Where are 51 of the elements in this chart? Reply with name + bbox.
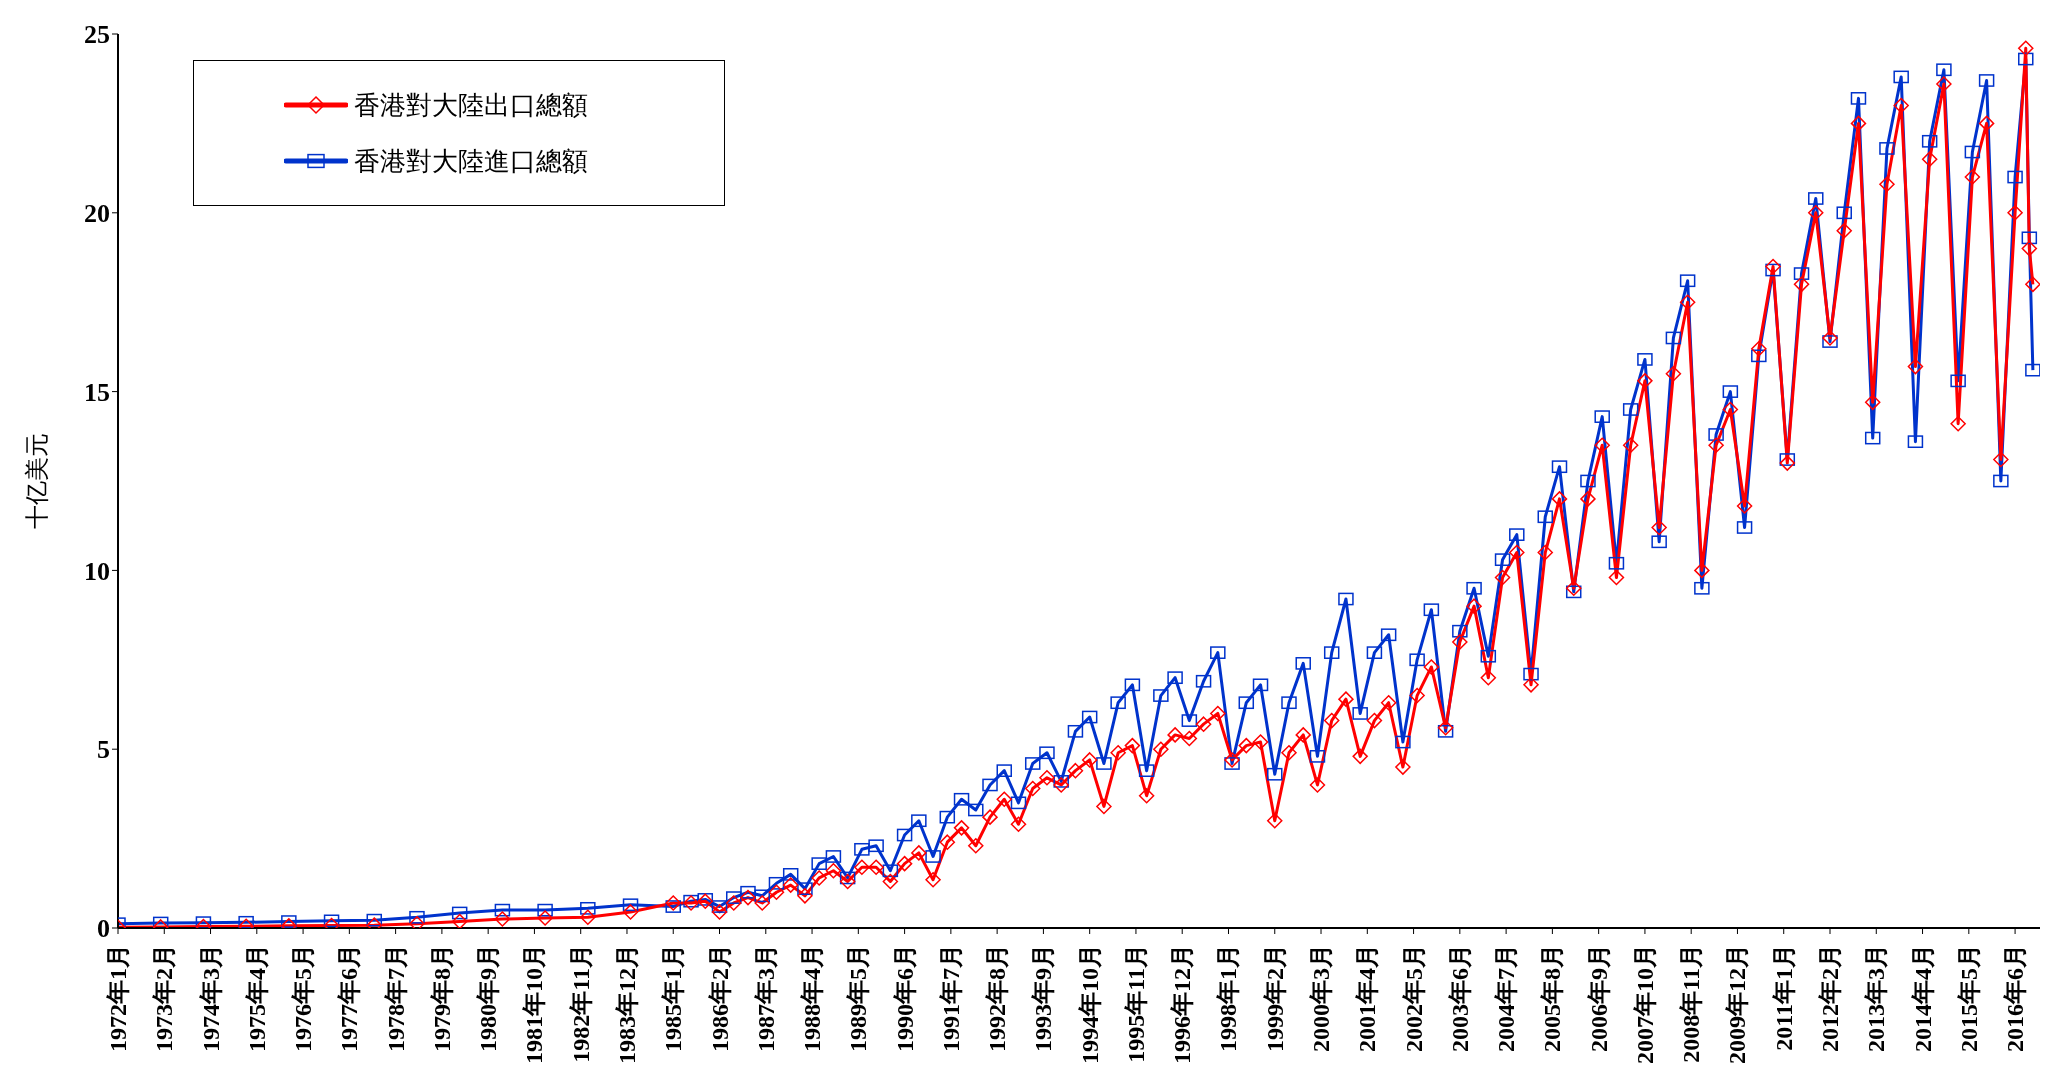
x-tick-label: 1975年4月	[243, 944, 270, 1052]
y-tick-label: 0	[97, 914, 110, 944]
x-tick-label: 1983年12月	[613, 944, 640, 1064]
x-tick-label: 1985年1月	[660, 944, 687, 1052]
x-tick-label: 2006年9月	[1585, 944, 1612, 1052]
x-tick-label: 2005年8月	[1539, 944, 1566, 1052]
x-tick-label: 2014年4月	[1909, 944, 1936, 1052]
x-tick-label: 1982年11月	[567, 944, 594, 1063]
x-tick-label: 1978年7月	[382, 944, 409, 1052]
x-tick-label: 1986年2月	[706, 944, 733, 1052]
y-tick-label: 20	[84, 199, 110, 229]
x-tick-label: 2011年1月	[1770, 944, 1797, 1051]
x-tick-label: 2012年2月	[1817, 944, 1843, 1052]
x-tick-label: 2008年11月	[1678, 944, 1705, 1063]
x-tick-label: 2013年3月	[1863, 944, 1890, 1052]
legend-label: 香港對大陸進口總額	[354, 144, 588, 178]
legend-label: 香港對大陸出口總額	[354, 88, 588, 122]
x-tick-label: 1992年8月	[984, 944, 1011, 1052]
y-tick-label: 25	[84, 20, 110, 50]
x-tick-label: 1976年5月	[290, 944, 317, 1052]
x-tick-label: 1979年8月	[428, 944, 455, 1052]
y-tick-label: 10	[84, 556, 110, 586]
x-tick-label: 1996年12月	[1169, 944, 1196, 1064]
x-tick-label: 1999年2月	[1261, 944, 1288, 1052]
y-tick-label: 5	[97, 735, 110, 765]
x-tick-label: 1994年10月	[1076, 944, 1103, 1064]
x-tick-label: 2009年12月	[1724, 944, 1751, 1064]
x-tick-label: 1995年11月	[1122, 944, 1149, 1063]
x-tick-label: 2001年4月	[1354, 944, 1381, 1052]
x-tick-label: 2007年10月	[1631, 944, 1658, 1064]
x-tick-label: 1977年6月	[336, 944, 363, 1052]
x-tick-label: 1989年5月	[845, 944, 872, 1052]
x-tick-label: 2015年5月	[1955, 944, 1982, 1052]
x-tick-label: 2004年7月	[1493, 944, 1520, 1052]
y-axis-title: 十亿美元	[22, 433, 51, 529]
x-tick-label: 1974年3月	[197, 944, 224, 1052]
x-tick-label: 2003年6月	[1446, 944, 1473, 1052]
x-tick-label: 1991年7月	[937, 944, 964, 1052]
x-tick-label: 1972年1月	[105, 944, 131, 1052]
x-tick-label: 2002年5月	[1400, 944, 1427, 1052]
x-tick-label: 1993年9月	[1030, 944, 1057, 1052]
x-tick-label: 2016年6月	[2002, 944, 2029, 1052]
x-tick-label: 1998年1月	[1215, 944, 1242, 1052]
x-tick-label: 1987年3月	[752, 944, 779, 1052]
x-tick-label: 1973年2月	[151, 944, 178, 1052]
x-tick-label: 1981年10月	[521, 944, 548, 1064]
x-tick-label: 1988年4月	[799, 944, 826, 1052]
x-tick-label: 2000年3月	[1308, 944, 1335, 1052]
y-tick-label: 15	[84, 377, 110, 407]
x-tick-label: 1980年9月	[475, 944, 502, 1052]
x-tick-label: 1990年6月	[891, 944, 918, 1052]
